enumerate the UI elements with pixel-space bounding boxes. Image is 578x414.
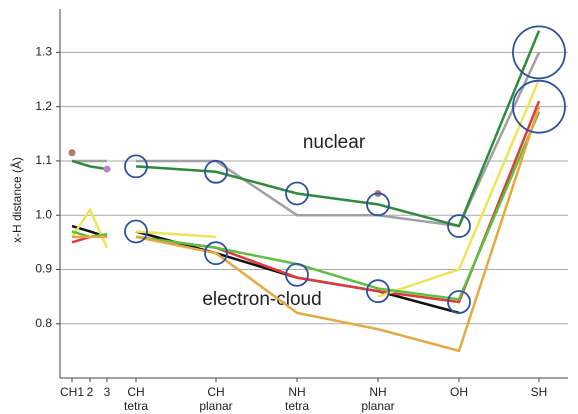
y-axis-label: x-H distance (Å) bbox=[9, 157, 24, 243]
y-tick-label: 0.9 bbox=[35, 262, 52, 276]
x-tick-label: CH1 bbox=[60, 385, 84, 399]
y-tick-label: 1.2 bbox=[35, 99, 52, 113]
series-line bbox=[377, 79, 541, 298]
highlight-circle bbox=[124, 219, 148, 244]
annotation: nuclear bbox=[303, 132, 366, 153]
y-tick-label: 1.0 bbox=[35, 207, 52, 221]
highlight-circle bbox=[204, 159, 228, 184]
series-line bbox=[71, 159, 108, 171]
x-tick-label: planar bbox=[361, 399, 394, 413]
x-tick-label: tetra bbox=[124, 399, 148, 413]
series-line bbox=[135, 230, 217, 239]
series-line bbox=[136, 51, 541, 228]
highlight-circle bbox=[124, 154, 148, 179]
annotation: electron-cloud bbox=[202, 289, 321, 310]
x-tick-label: planar bbox=[199, 399, 232, 413]
highlight-circle bbox=[447, 214, 471, 238]
x-tick-label: CH bbox=[127, 385, 144, 399]
x-tick-label: NH bbox=[288, 385, 305, 399]
x-tick-label: tetra bbox=[285, 399, 309, 413]
x-tick-label: 3 bbox=[104, 385, 111, 399]
series-line bbox=[135, 30, 541, 228]
x-tick-label: SH bbox=[531, 385, 548, 399]
highlight-circle bbox=[204, 241, 228, 266]
x-tick-label: NH bbox=[369, 385, 386, 399]
x-tick-label: OH bbox=[450, 385, 468, 399]
highlight-circle bbox=[285, 262, 309, 287]
highlight-circle bbox=[366, 192, 390, 217]
highlight-circle bbox=[285, 181, 309, 206]
x-tick-label: CH bbox=[207, 385, 224, 399]
x-tick-label: 2 bbox=[87, 385, 94, 399]
point bbox=[103, 165, 111, 173]
highlight-circle bbox=[512, 79, 566, 134]
point bbox=[68, 149, 76, 157]
y-tick-label: 1.3 bbox=[35, 45, 52, 59]
series-line bbox=[135, 111, 541, 301]
y-tick-label: 0.8 bbox=[35, 316, 52, 330]
series-line bbox=[135, 106, 541, 353]
highlight-circle bbox=[447, 290, 471, 314]
highlight-circle bbox=[366, 279, 390, 304]
y-tick-label: 1.1 bbox=[35, 153, 52, 167]
highlight-circle bbox=[512, 25, 566, 80]
